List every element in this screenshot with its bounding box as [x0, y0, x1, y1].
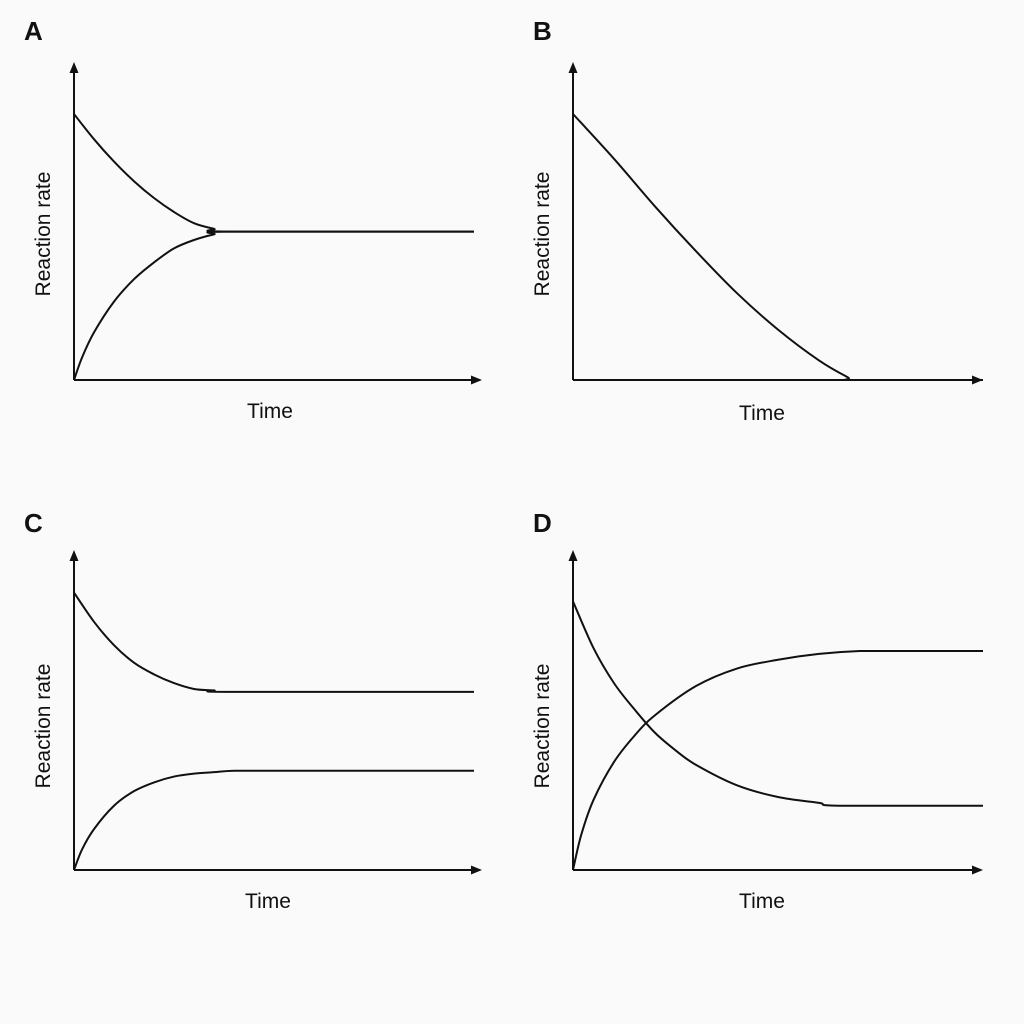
- panel-a-xlabel: Time: [247, 400, 293, 423]
- panel-d-x-axis-arrow: [972, 865, 983, 875]
- panel-a-series-1-line: [73, 113, 474, 233]
- panel-c-x-axis-arrow: [471, 865, 482, 875]
- panel-c: C Time Reaction rate: [24, 508, 482, 913]
- panel-d-letter: D: [533, 508, 552, 538]
- panel-d-y-axis-arrow: [568, 550, 578, 561]
- panel-a-y-axis-arrow: [69, 62, 79, 73]
- panel-d-xlabel: Time: [739, 890, 785, 913]
- panel-c-series-2-line: [73, 769, 474, 871]
- panel-a-letter: A: [24, 16, 43, 46]
- panel-c-xlabel: Time: [245, 890, 291, 913]
- panel-d-ylabel: Reaction rate: [531, 664, 554, 789]
- panel-c-y-axis-arrow: [69, 550, 79, 561]
- panel-c-ylabel: Reaction rate: [32, 664, 55, 789]
- panel-c-letter: C: [24, 508, 43, 538]
- panel-b: B Time Reaction rate: [531, 16, 983, 425]
- panel-a-series-2-line: [73, 230, 474, 381]
- panel-c-series-1-line: [73, 592, 474, 693]
- panel-b-series-1-line: [572, 113, 983, 382]
- panel-b-ylabel: Reaction rate: [531, 172, 554, 297]
- panel-b-y-axis-arrow: [568, 62, 578, 73]
- panel-b-xlabel: Time: [739, 402, 785, 425]
- panel-d: D Time Reaction rate: [531, 508, 983, 913]
- panel-d-series-2-line: [572, 649, 983, 871]
- panel-a-ylabel: Reaction rate: [32, 172, 55, 297]
- panel-d-series-1-line: [572, 600, 983, 807]
- panel-a: A Time Reaction rate: [24, 16, 482, 423]
- panel-a-x-axis-arrow: [471, 375, 482, 385]
- panel-b-letter: B: [533, 16, 552, 46]
